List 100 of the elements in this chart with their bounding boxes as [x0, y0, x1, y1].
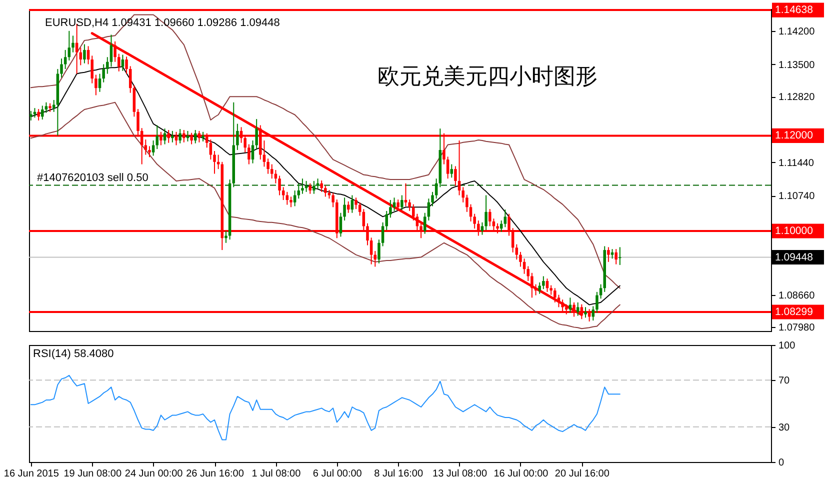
candlestick [286, 191, 289, 206]
candlestick [72, 35, 74, 53]
candlestick [118, 53, 120, 72]
candlestick [519, 251, 522, 268]
candlestick [64, 49, 67, 70]
annotation: 欧元兑美元四小时图形 [378, 64, 598, 90]
candlestick [60, 58, 63, 78]
x-tick-label: 16 Jun 2015 [4, 468, 60, 478]
candlestick [293, 190, 296, 207]
candlestick [301, 178, 304, 194]
candlestick [148, 146, 151, 158]
candlestick [350, 194, 354, 214]
candlestick [534, 284, 538, 296]
candlestick [41, 105, 44, 120]
x-tick-label: 19 Jun 08:00 [64, 468, 122, 478]
candlestick [110, 34, 113, 68]
candlestick [216, 154, 220, 170]
candlestick [152, 140, 155, 156]
candlestick [396, 199, 400, 212]
candlestick [423, 212, 426, 234]
line-series [30, 102, 620, 330]
candlestick [446, 156, 450, 180]
candlestick [458, 140, 461, 196]
x-tick-label: 20 Jul 16:00 [554, 468, 610, 478]
candlestick [504, 209, 507, 228]
candlestick [290, 196, 292, 208]
candlestick [248, 144, 250, 165]
candlestick [186, 130, 190, 142]
y-tick-label: 1.10740 [778, 191, 816, 202]
ref-line-label: #1407620103 sell 0.50 [37, 172, 148, 184]
candlestick [488, 208, 492, 227]
candlestick [94, 74, 98, 96]
candlestick [343, 197, 346, 221]
candlestick [339, 212, 342, 238]
chart-title: RSI(14) 58.4080 [33, 348, 114, 360]
candlestick [266, 158, 270, 174]
candlestick [52, 99, 56, 112]
candlestick [466, 194, 468, 212]
candlestick [128, 66, 132, 94]
candlestick [224, 230, 228, 244]
candlestick [114, 40, 116, 62]
candlestick [213, 150, 216, 174]
x-tick-label: 1 Jul 08:00 [252, 468, 302, 478]
candlestick [378, 239, 380, 264]
candlestick [251, 140, 254, 164]
candlestick [530, 272, 534, 298]
candlestick [68, 30, 71, 61]
candlestick [408, 199, 411, 212]
candlestick [312, 180, 316, 194]
candlestick [584, 306, 587, 318]
y-tick-label: 1.07980 [778, 322, 816, 334]
candlestick [576, 302, 580, 316]
candlestick [596, 291, 598, 314]
candlestick [354, 197, 358, 210]
candlestick [278, 175, 281, 196]
candlestick [33, 108, 36, 118]
candlestick [83, 44, 86, 64]
candlestick [255, 118, 258, 150]
candlestick [209, 139, 212, 160]
candlestick [610, 248, 614, 260]
candlestick [156, 124, 159, 150]
candlestick [554, 288, 556, 303]
candlestick [404, 182, 408, 207]
candlestick [98, 73, 102, 92]
candlestick [450, 164, 454, 178]
x-tick-label: 8 Jul 16:00 [374, 468, 424, 478]
ref-line-label: 1.08299 [775, 306, 814, 318]
ref-line-label: 1.09448 [775, 251, 814, 264]
ref-line-label: 1.12000 [775, 130, 814, 142]
candlestick [400, 194, 404, 211]
candlestick [515, 244, 518, 260]
x-tick-label: 24 Jun 00:00 [124, 468, 184, 478]
x-tick-label: 26 Jun 16:00 [186, 468, 244, 478]
x-tick-label: 16 Jul 00:00 [494, 468, 549, 478]
y-tick-label: 70 [778, 376, 790, 387]
candlestick [484, 194, 488, 231]
line-series [30, 14, 620, 289]
candlestick [304, 180, 308, 192]
candlestick [236, 123, 239, 150]
candlestick [30, 110, 32, 121]
y-tick-label: 1.08660 [778, 290, 816, 302]
line-series [30, 374, 620, 440]
candlestick [132, 84, 136, 118]
candlestick [480, 222, 484, 236]
candlestick [194, 129, 197, 144]
candlestick [542, 276, 545, 290]
candlestick [469, 204, 472, 222]
x-tick-label: 6 Jul 00:00 [312, 468, 362, 478]
candlestick [308, 182, 312, 194]
candlestick [270, 164, 274, 180]
ref-line-label: 1.10000 [775, 224, 814, 237]
candlestick [37, 108, 40, 121]
y-tick-label: 1.12820 [778, 92, 816, 104]
candlestick [324, 185, 327, 198]
y-tick-label: 0 [778, 458, 784, 468]
candlestick [125, 56, 128, 74]
candlestick [389, 200, 392, 218]
candlestick [431, 191, 434, 207]
candlestick [538, 282, 541, 294]
y-tick-label: 100 [778, 340, 796, 352]
